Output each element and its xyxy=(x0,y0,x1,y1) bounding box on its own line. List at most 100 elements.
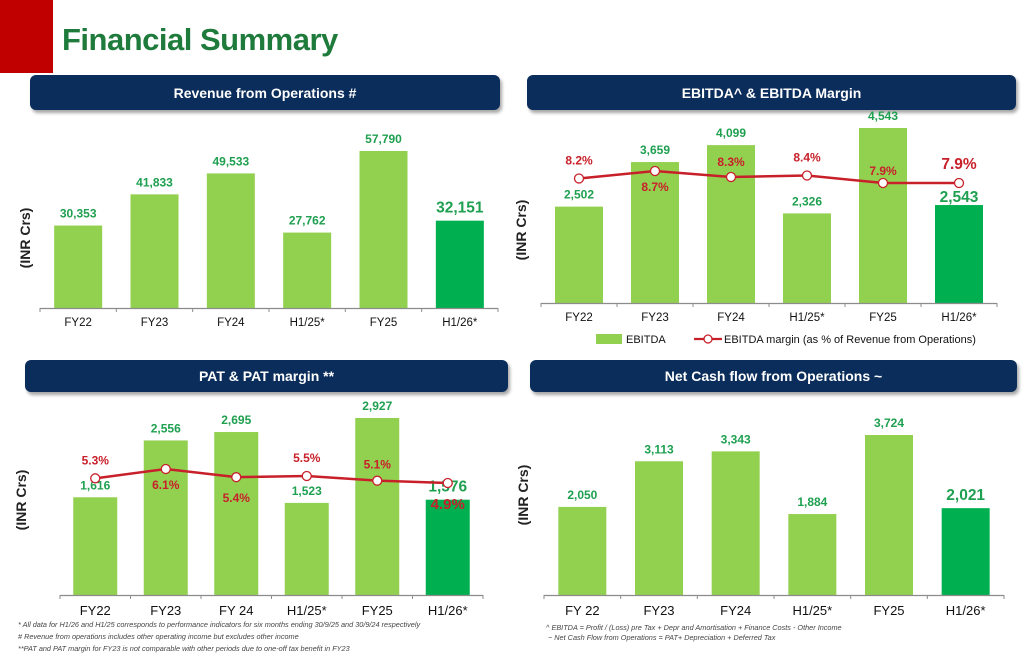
pat-margin-point-1 xyxy=(160,463,171,475)
cashflow-bar-value-label-0: 2,050 xyxy=(567,488,597,502)
pat-bar-value-label-3: 1,523 xyxy=(292,484,322,498)
pat-margin-point-2 xyxy=(231,472,242,483)
ebitda-bar-value-label-1: 3,659 xyxy=(640,143,670,157)
revenue-category-label-3: H1/25* xyxy=(290,317,326,329)
pat-margin-label-0: 5.3% xyxy=(82,453,110,467)
pat-margin-point-3 xyxy=(301,470,312,482)
revenue-category-label-0: FY22 xyxy=(64,317,92,329)
revenue-bar-value-label-1: 41,833 xyxy=(136,175,173,189)
pat-margin-line xyxy=(95,467,448,485)
footnote-right-2: ~ Net Cash Flow from Operations = PAT+ D… xyxy=(548,633,776,642)
revenue-category-label-4: FY25 xyxy=(370,317,398,329)
footnote-left-2: # Revenue from operations includes other… xyxy=(18,632,299,641)
cashflow-category-label-1: FY23 xyxy=(643,603,674,618)
ebitda-margin-label-2: 8.3% xyxy=(717,155,745,169)
ebitda-chart-header: EBITDA^ & EBITDA Margin xyxy=(527,75,1016,110)
ebitda-category-label-0: FY22 xyxy=(565,312,593,324)
pat-margin-point-4 xyxy=(372,475,383,486)
revenue-bar-0 xyxy=(54,225,103,308)
footnote-right-1: ^ EBITDA = Profit / (Loss) pre Tax + Dep… xyxy=(546,623,842,632)
pat-category-label-0: FY22 xyxy=(80,603,111,618)
ebitda-margin-label-0: 8.2% xyxy=(565,154,593,168)
ebitda-legend-line-marker xyxy=(703,334,713,344)
ebitda-legend-bar-swatch xyxy=(596,334,622,344)
cashflow-category-label-2: FY24 xyxy=(720,603,751,618)
ebitda-bar-3 xyxy=(783,213,831,303)
ebitda-legend-bar-label: EBITDA xyxy=(626,334,666,346)
pat-category-label-2: FY 24 xyxy=(219,603,253,618)
ebitda-category-label-1: FY23 xyxy=(641,312,669,324)
ebitda-category-label-5: H1/26* xyxy=(941,312,977,324)
ebitda-margin-point-1 xyxy=(649,165,661,177)
page-title: Financial Summary xyxy=(62,22,338,57)
pat-bar-2 xyxy=(214,432,259,595)
cashflow-bar-3 xyxy=(788,514,837,595)
pat-margin-point-0 xyxy=(90,473,101,484)
cashflow-bar-value-label-3: 1,884 xyxy=(797,495,827,509)
ebitda-bar-0 xyxy=(555,206,603,303)
pat-bar-value-label-0: 1,616 xyxy=(80,478,110,492)
cashflow-bar-value-label-4: 3,724 xyxy=(874,416,904,430)
revenue-category-label-2: FY24 xyxy=(217,317,245,329)
ebitda-bar-value-label-0: 2,502 xyxy=(564,188,594,202)
ebitda-bar-value-label-2: 4,099 xyxy=(716,126,746,140)
ebitda-bar-2 xyxy=(707,145,755,303)
revenue-category-label-1: FY23 xyxy=(141,317,169,329)
ebitda-category-label-4: FY25 xyxy=(869,312,897,324)
cashflow-category-label-4: FY25 xyxy=(873,603,904,618)
ebitda-legend-line-label: EBITDA margin (as % of Revenue from Oper… xyxy=(724,334,976,346)
pat-margin-label-2: 5.4% xyxy=(223,491,251,505)
ebitda-category-label-3: H1/25* xyxy=(789,312,825,324)
footnote-left-3: **PAT and PAT margin for FY23 is not com… xyxy=(18,644,350,653)
red-accent-block xyxy=(0,0,53,73)
revenue-bar-1 xyxy=(130,194,179,308)
ebitda-bar-5 xyxy=(935,205,983,303)
revenue-bar-value-label-5: 32,151 xyxy=(436,200,484,217)
ebitda-bar-value-label-3: 2,326 xyxy=(792,194,822,208)
pat-ylabel: (INR Crs) xyxy=(13,470,29,531)
ebitda-margin-point-4 xyxy=(877,177,889,189)
pat-chart-header: PAT & PAT margin ** xyxy=(25,360,508,392)
ebitda-bar-value-label-4: 4,543 xyxy=(868,109,898,123)
cashflow-ylabel: (INR Crs) xyxy=(515,465,531,526)
pat-bar-1 xyxy=(143,440,188,595)
ebitda-margin-label-3: 8.4% xyxy=(793,151,821,165)
cashflow-bar-5 xyxy=(941,508,990,595)
ebitda-category-label-2: FY24 xyxy=(717,312,745,324)
cashflow-bar-4 xyxy=(865,435,913,595)
pat-margin-label-3: 5.5% xyxy=(293,451,321,465)
pat-category-label-4: FY25 xyxy=(362,603,393,618)
cashflow-category-label-0: FY 22 xyxy=(565,603,599,618)
pat-category-label-3: H1/25* xyxy=(287,603,327,618)
revenue-category-label-5: H1/26* xyxy=(442,317,478,329)
pat-margin-label-5: 4.9% xyxy=(431,496,465,513)
pat-bar-5 xyxy=(425,499,470,595)
cashflow-bar-1 xyxy=(635,461,683,595)
ebitda-margin-point-3 xyxy=(801,170,813,181)
cashflow-category-label-5: H1/26* xyxy=(946,603,986,618)
ebitda-margin-line xyxy=(578,169,959,185)
cashflow-category-label-3: H1/25* xyxy=(792,603,832,618)
ebitda-margin-label-4: 7.9% xyxy=(869,164,897,178)
revenue-bar-value-label-0: 30,353 xyxy=(60,207,97,221)
revenue-bar-value-label-2: 49,533 xyxy=(212,154,249,168)
pat-bar-3 xyxy=(284,502,329,595)
ebitda-margin-label-5: 7.9% xyxy=(941,156,977,173)
pat-bar-value-label-2: 2,695 xyxy=(221,413,251,427)
pat-bar-4 xyxy=(355,418,400,595)
revenue-chart-header: Revenue from Operations # xyxy=(30,75,500,110)
pat-bar-value-label-1: 2,556 xyxy=(151,421,181,435)
cashflow-bar-value-label-5: 2,021 xyxy=(946,487,985,504)
ebitda-ylabel: (INR Crs) xyxy=(513,200,529,261)
ebitda-bar-1 xyxy=(631,162,679,303)
ebitda-margin-point-0 xyxy=(573,173,585,184)
ebitda-margin-point-2 xyxy=(725,171,737,183)
pat-margin-label-1: 6.1% xyxy=(152,478,180,492)
cashflow-bar-value-label-1: 3,113 xyxy=(644,442,674,456)
pat-category-label-1: FY23 xyxy=(150,603,181,618)
pat-category-label-5: H1/26* xyxy=(428,603,468,618)
revenue-bar-5 xyxy=(435,220,484,308)
revenue-bar-value-label-4: 57,790 xyxy=(365,132,402,146)
cashflow-chart-header: Net Cash flow from Operations ~ xyxy=(530,360,1017,392)
